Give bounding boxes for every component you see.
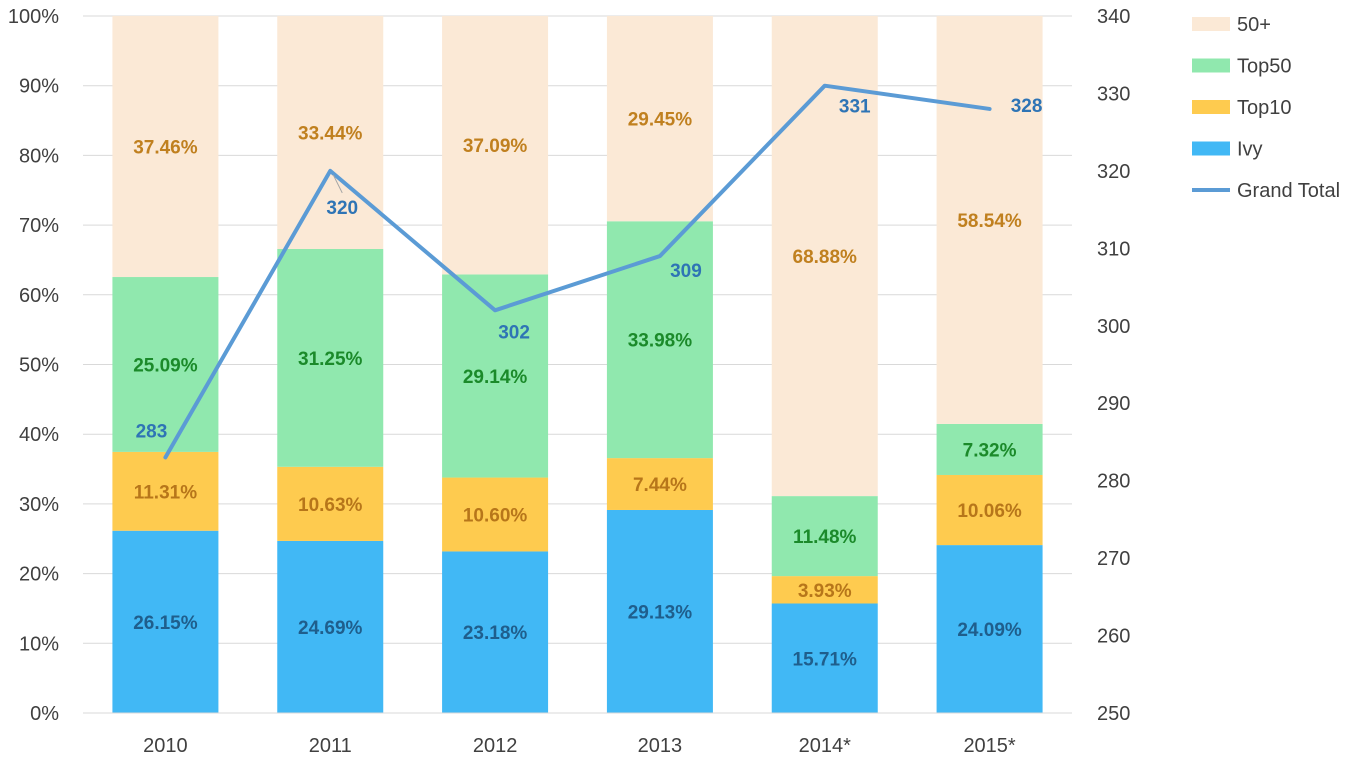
y-left-tick-label: 10% [19, 633, 59, 655]
bar-segment-top50 [277, 249, 384, 467]
bar-segment-top50 [112, 277, 219, 452]
bar-data-label: 29.45% [628, 110, 693, 131]
bar-segment-50 [112, 15, 219, 278]
y-left-tick-label: 40% [19, 424, 59, 446]
bar-segment-ivy [606, 509, 713, 713]
bar-segment-50 [442, 15, 549, 275]
bar-data-label: 7.44% [633, 475, 687, 496]
grand-total-data-label: 328 [1011, 96, 1043, 117]
y-left-tick-label: 80% [19, 145, 59, 167]
grand-total-data-label: 309 [670, 261, 702, 282]
y-left-tick-label: 70% [19, 215, 59, 237]
y-left-tick-label: 30% [19, 494, 59, 516]
y-left-tick-label: 0% [30, 703, 59, 725]
bar-data-label: 10.63% [298, 495, 363, 516]
bar-data-label: 11.31% [134, 482, 197, 503]
bar-segment-ivy [112, 530, 219, 713]
y-right-tick-label: 300 [1097, 316, 1130, 338]
bar-data-label: 25.09% [133, 355, 198, 376]
legend-label: Top10 [1237, 97, 1292, 119]
grand-total-data-label: 283 [136, 421, 168, 442]
x-tick-label: 2010 [143, 735, 188, 757]
x-tick-label: 2012 [473, 735, 518, 757]
x-tick-label: 2011 [309, 735, 352, 757]
y-right-tick-label: 320 [1097, 161, 1130, 183]
bar-segment-50 [606, 16, 713, 222]
bar-segment-50 [936, 15, 1043, 424]
axes: 0% 10% 20% 30% 40% 50% 60% 70% 80% 90% 100% 250 260 2… [8, 6, 1131, 757]
bar-data-label: 29.13% [628, 602, 693, 623]
bar-data-label: 26.15% [133, 613, 198, 634]
legend-label: Top50 [1237, 56, 1292, 78]
bar-segment-ivy [277, 540, 384, 713]
y-right-tick-label: 310 [1097, 238, 1130, 260]
bar-data-label: 23.18% [463, 623, 528, 644]
label-leader-line [332, 174, 343, 194]
y-right-tick-label: 260 [1097, 626, 1130, 648]
bar-data-label: 10.60% [463, 505, 528, 526]
bar-data-label: 24.69% [298, 618, 363, 639]
legend-label: Grand Total [1237, 180, 1340, 202]
bar-segment-50 [277, 15, 384, 250]
bar-segment-ivy [771, 603, 878, 713]
bar-segment-top10 [112, 451, 219, 531]
bar-data-label: 29.14% [463, 367, 528, 388]
gridlines [83, 15, 1072, 714]
grand-total-data-label: 302 [498, 322, 530, 343]
y-right-tick-label: 330 [1097, 83, 1130, 105]
grand-total-line-layer: 283 320 302 309 331 328 [136, 83, 1043, 460]
bar-segment-top10 [936, 474, 1043, 546]
bar-data-label: 37.09% [463, 136, 528, 157]
legend-swatch [1192, 100, 1230, 114]
y-right-tick-label: 280 [1097, 471, 1130, 493]
bar-segment-ivy [442, 551, 549, 713]
bar-segment-top10 [442, 477, 549, 552]
legend: 50+ Top50 Top10 Ivy Grand Total [1192, 14, 1340, 202]
y-left-tick-label: 60% [19, 285, 59, 307]
bar-segment-top10 [277, 466, 384, 541]
y-right-tick-label: 270 [1097, 548, 1130, 570]
bar-data-label: 24.09% [957, 620, 1022, 641]
bar-segment-top50 [771, 496, 878, 577]
bar-segment-top10 [771, 576, 878, 604]
bar-segment-top50 [606, 221, 713, 459]
bar-data-label: 37.46% [133, 137, 198, 158]
bar-data-label: 10.06% [957, 501, 1022, 522]
grand-total-data-label: 331 [839, 97, 871, 118]
legend-swatch [1192, 141, 1230, 156]
y-left-tick-label: 20% [19, 564, 59, 586]
bar-segment-50 [771, 16, 878, 497]
legend-swatch [1192, 58, 1230, 73]
bar-data-label: 15.71% [793, 649, 858, 670]
bar-segment-top50 [936, 423, 1043, 475]
legend-swatch [1192, 17, 1230, 31]
x-tick-label: 2014* [799, 735, 851, 757]
bar-data-label: 68.88% [793, 247, 858, 268]
legend-label: Ivy [1237, 139, 1263, 161]
bar-data-label: 11.48% [793, 527, 856, 548]
bars [112, 15, 1043, 713]
legend-label: 50+ [1237, 14, 1271, 36]
bar-data-label: 3.93% [798, 581, 852, 602]
bar-segment-top10 [606, 458, 713, 510]
grand-total-line [163, 83, 992, 460]
bar-data-label: 33.98% [628, 331, 693, 352]
bar-data-label: 7.32% [963, 440, 1017, 461]
grand-total-data-label: 320 [326, 198, 358, 219]
y-left-tick-label: 100% [8, 6, 59, 28]
y-right-tick-label: 250 [1097, 703, 1130, 725]
y-right-tick-label: 340 [1097, 6, 1130, 28]
x-tick-label: 2013 [638, 735, 683, 757]
bar-data-label: 31.25% [298, 349, 363, 370]
bar-segment-ivy [936, 545, 1043, 713]
x-tick-label: 2015* [963, 735, 1015, 757]
bar-data-label: 33.44% [298, 123, 363, 144]
bar-data-label: 58.54% [957, 211, 1022, 232]
y-right-tick-label: 290 [1097, 393, 1130, 415]
bar-labels: 26.15% 11.31% 25.09% 37.46% 24.69% 10.63% 31.2… [133, 110, 1022, 671]
y-left-tick-label: 90% [19, 76, 59, 98]
y-left-tick-label: 50% [19, 355, 59, 377]
